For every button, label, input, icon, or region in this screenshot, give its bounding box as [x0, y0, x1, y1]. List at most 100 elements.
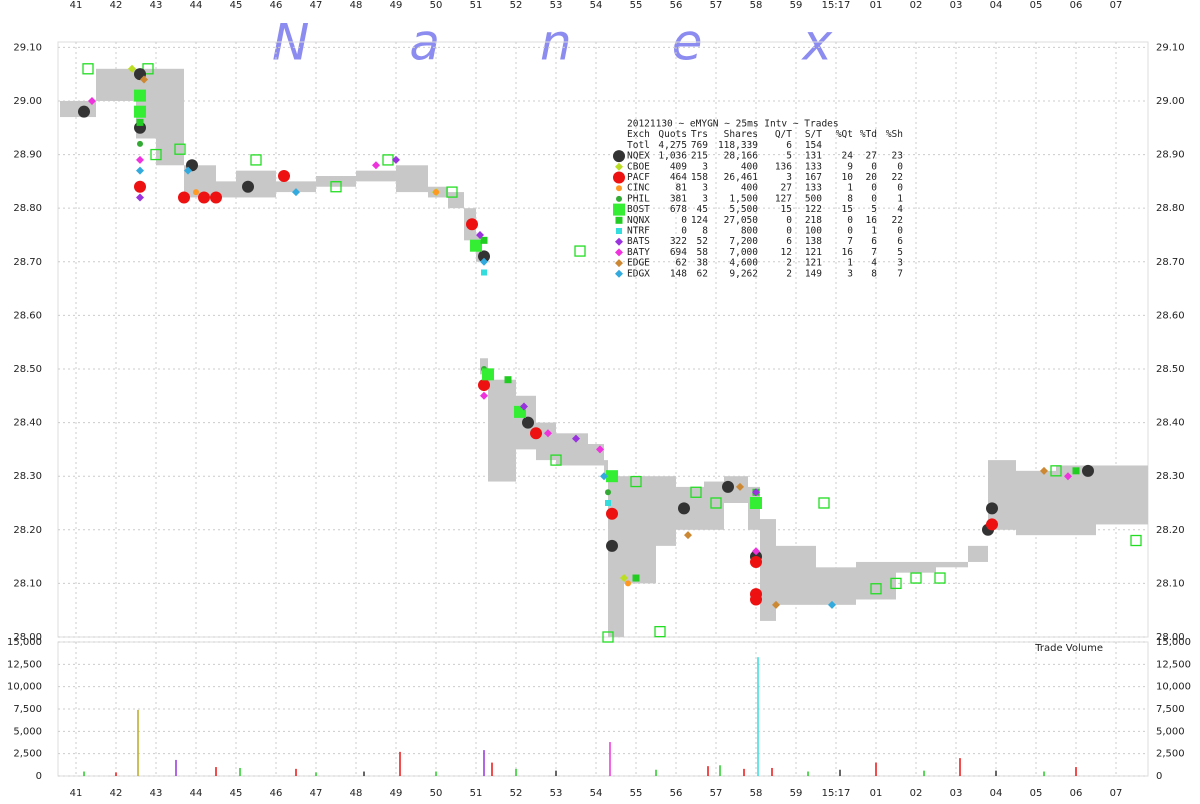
- y-tick-label: 28.70: [1156, 257, 1185, 268]
- y-tick-label: 28.70: [13, 257, 42, 268]
- table-cell: BATY: [627, 247, 650, 258]
- trade-marker: [210, 191, 222, 204]
- y-tick-label: 28.10: [13, 578, 42, 589]
- table-cell: 10: [842, 172, 854, 183]
- nbbo-band: [1128, 465, 1148, 525]
- x-tick-label: 52: [510, 788, 523, 799]
- table-cell: 5: [897, 247, 903, 258]
- trade-marker: [572, 434, 580, 443]
- x-tick-label: 45: [230, 788, 243, 799]
- table-cell: 158: [691, 172, 708, 183]
- x-tick-label: 47: [310, 788, 323, 799]
- x-tick-label: 56: [670, 0, 683, 11]
- x-tick-label: 02: [910, 788, 923, 799]
- y-tick-label: 28.20: [1156, 525, 1185, 536]
- column-header: Shares: [724, 129, 758, 140]
- nbbo-band: [896, 561, 936, 573]
- volume-bar: [175, 759, 177, 776]
- table-cell: 6: [897, 236, 903, 247]
- volume-bar: [609, 742, 611, 776]
- volume-bar: [363, 771, 365, 776]
- quote-mark: [150, 148, 162, 161]
- nbbo-band: [776, 545, 816, 605]
- legend-marker: [616, 195, 622, 202]
- table-header: 20121130 ~ eMYGN ~ 25ms Intv ~ Trades: [627, 119, 839, 130]
- table-cell: 15: [842, 204, 853, 215]
- trade-marker: [596, 445, 604, 454]
- trade-marker: [986, 518, 998, 531]
- table-cell: 121: [805, 258, 822, 269]
- table-cell: BOST: [627, 204, 650, 215]
- table-cell: 4: [871, 258, 877, 269]
- nbbo-band: [396, 165, 428, 193]
- trade-marker: [476, 230, 484, 239]
- trade-marker: [392, 155, 400, 164]
- table-cell: 0: [897, 226, 903, 237]
- y-tick-label: 2,500: [13, 749, 42, 760]
- nbbo-band: [1056, 465, 1096, 536]
- table-cell: 4,600: [729, 258, 758, 269]
- table-cell: 138: [805, 236, 822, 247]
- table-cell: 133: [805, 161, 822, 172]
- y-tick-label: 10,000: [7, 682, 42, 693]
- table-cell: PACF: [627, 172, 650, 183]
- table-cell: 500: [805, 193, 822, 204]
- legend-marker: [613, 171, 625, 184]
- trade-marker: [1040, 466, 1048, 475]
- legend-marker: [615, 269, 623, 278]
- y-tick-label: 29.10: [1156, 42, 1185, 53]
- legend-marker: [615, 162, 623, 171]
- nbbo-band: [1016, 470, 1056, 536]
- x-tick-label: 59: [790, 0, 803, 11]
- trade-marker: [632, 574, 640, 582]
- trade-marker: [433, 189, 439, 196]
- table-cell: 1: [897, 193, 903, 204]
- trade-marker: [605, 489, 611, 496]
- x-tick-label: 50: [430, 788, 443, 799]
- nbbo-band: [760, 519, 776, 621]
- table-cell: 0: [897, 183, 903, 194]
- x-tick-label: 45: [230, 0, 243, 11]
- trade-marker: [520, 402, 528, 411]
- volume-bar: [959, 758, 961, 776]
- x-tick-label: 51: [470, 0, 483, 11]
- nbbo-band: [448, 192, 464, 209]
- trade-marker: [544, 429, 552, 438]
- table-cell: 0: [871, 183, 877, 194]
- x-tick-label: 01: [870, 0, 883, 11]
- x-tick-label: 43: [150, 0, 163, 11]
- trade-marker: [136, 155, 144, 164]
- y-tick-label: 28.10: [1156, 578, 1185, 589]
- x-tick-label: 46: [270, 788, 283, 799]
- volume-label: Trade Volume: [1034, 643, 1103, 654]
- table-cell: 131: [805, 151, 822, 162]
- table-cell: PHIL: [627, 193, 650, 204]
- table-cell: 800: [741, 226, 758, 237]
- table-cell: 1: [871, 226, 877, 237]
- x-tick-label: 03: [950, 0, 963, 11]
- volume-bar: [315, 772, 317, 776]
- x-tick-label: 01: [870, 788, 883, 799]
- y-tick-label: 0: [36, 771, 42, 782]
- x-tick-label: 48: [350, 788, 363, 799]
- table-cell: 27: [781, 183, 792, 194]
- y-tick-label: 28.60: [13, 310, 42, 321]
- quote-mark: [630, 475, 642, 488]
- nbbo-band: [624, 476, 656, 584]
- table-cell: 148: [670, 268, 687, 279]
- volume-bar: [555, 770, 557, 776]
- column-header: Q/T: [775, 129, 792, 140]
- y-tick-label: 28.90: [1156, 150, 1185, 161]
- x-tick-label: 57: [710, 788, 723, 799]
- nbbo-band: [356, 170, 396, 182]
- trade-marker: [772, 600, 780, 609]
- table-cell: EDGE: [627, 258, 650, 269]
- trade-marker: [828, 600, 836, 609]
- quote-mark: [446, 186, 458, 198]
- y-tick-label: 28.40: [13, 418, 42, 429]
- quote-mark: [82, 63, 94, 75]
- table-cell: NQEX: [627, 151, 650, 162]
- table-cell: 2: [786, 268, 792, 279]
- trade-marker: [606, 539, 618, 552]
